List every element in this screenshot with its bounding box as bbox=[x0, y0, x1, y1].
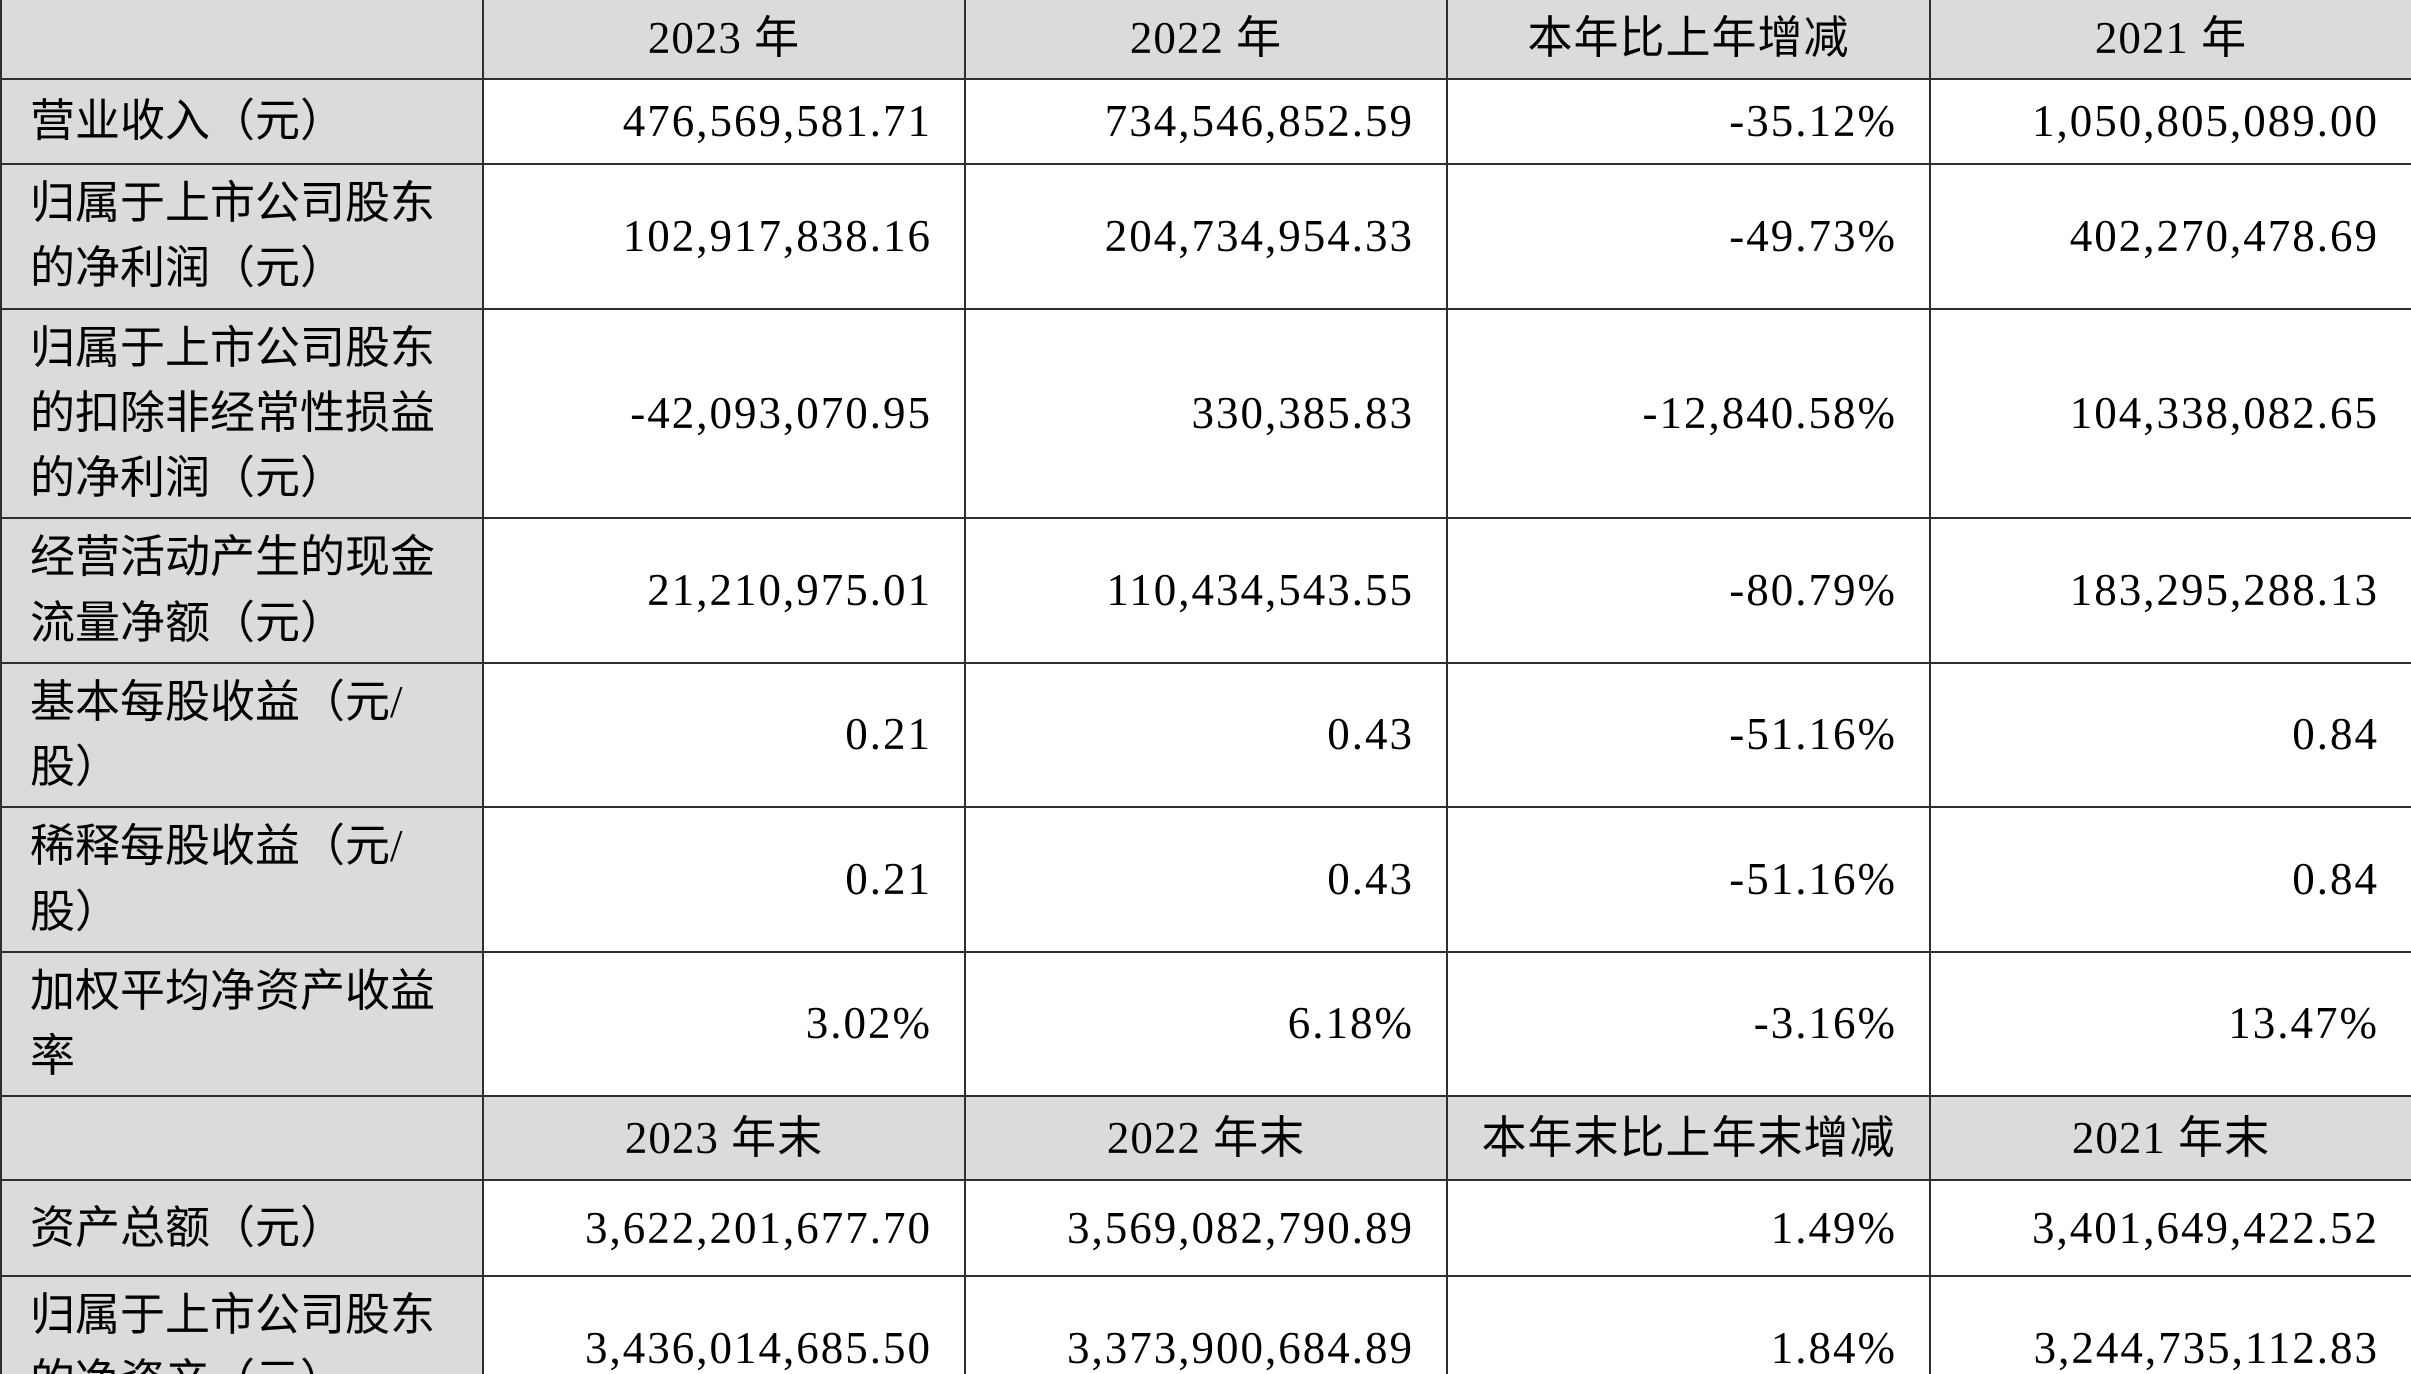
header-row-yearend: 2023 年末 2022 年末 本年末比上年末增减 2021 年末 bbox=[0, 1095, 2411, 1182]
header-yearend-label bbox=[0, 1095, 484, 1182]
net-profit-deducted-2021-value: 104,338,082.65 bbox=[1929, 307, 2411, 520]
basic-eps-2022-value: 0.43 bbox=[964, 661, 1448, 809]
operating-cash-flow-2021-value: 183,295,288.13 bbox=[1929, 517, 2411, 664]
diluted-eps-2023-value: 0.21 bbox=[482, 806, 966, 953]
header-yearend-change: 本年末比上年末增减 bbox=[1446, 1095, 1931, 1182]
header-annual-2021: 2021 年 bbox=[1929, 0, 2411, 80]
net-profit-deducted-label: 归属于上市公司股东的扣除非经常性损益的净利润（元） bbox=[0, 307, 484, 520]
revenue-2022-value: 734,546,852.59 bbox=[964, 78, 1448, 165]
weighted-avg-roe-change-value: -3.16% bbox=[1446, 950, 1931, 1098]
net-profit-attributable-2021-value: 402,270,478.69 bbox=[1929, 163, 2411, 310]
weighted-avg-roe-label: 加权平均净资产收益率 bbox=[0, 950, 484, 1098]
net-assets-attributable-2021-value: 3,244,735,112.83 bbox=[1929, 1275, 2411, 1374]
row-net-assets-attributable: 归属于上市公司股东的净资产（元） 3,436,014,685.50 3,373,… bbox=[0, 1275, 2411, 1374]
row-total-assets: 资产总额（元） 3,622,201,677.70 3,569,082,790.8… bbox=[0, 1179, 2411, 1278]
total-assets-change-value: 1.49% bbox=[1446, 1179, 1931, 1278]
net-profit-attributable-2022-value: 204,734,954.33 bbox=[964, 163, 1448, 310]
operating-cash-flow-change-value: -80.79% bbox=[1446, 517, 1931, 664]
net-profit-attributable-change-value: -49.73% bbox=[1446, 163, 1931, 310]
net-assets-attributable-2022-value: 3,373,900,684.89 bbox=[964, 1275, 1448, 1374]
revenue-label: 营业收入（元） bbox=[0, 78, 484, 165]
row-weighted-avg-roe: 加权平均净资产收益率 3.02% 6.18% -3.16% 13.47% bbox=[0, 950, 2411, 1098]
diluted-eps-change-value: -51.16% bbox=[1446, 806, 1931, 953]
basic-eps-2023-value: 0.21 bbox=[482, 661, 966, 809]
row-net-profit-deducted: 归属于上市公司股东的扣除非经常性损益的净利润（元） -42,093,070.95… bbox=[0, 307, 2411, 520]
row-revenue: 营业收入（元） 476,569,581.71 734,546,852.59 -3… bbox=[0, 78, 2411, 165]
net-profit-deducted-2022-value: 330,385.83 bbox=[964, 307, 1448, 520]
net-profit-attributable-2023-value: 102,917,838.16 bbox=[482, 163, 966, 310]
basic-eps-2021-value: 0.84 bbox=[1929, 661, 2411, 809]
header-row-annual: 2023 年 2022 年 本年比上年增减 2021 年 bbox=[0, 0, 2411, 80]
header-annual-2023: 2023 年 bbox=[482, 0, 966, 80]
net-assets-attributable-2023-value: 3,436,014,685.50 bbox=[482, 1275, 966, 1374]
weighted-avg-roe-2023-value: 3.02% bbox=[482, 950, 966, 1098]
diluted-eps-label: 稀释每股收益（元/股） bbox=[0, 806, 484, 953]
operating-cash-flow-label: 经营活动产生的现金流量净额（元） bbox=[0, 517, 484, 664]
header-yearend-2022: 2022 年末 bbox=[964, 1095, 1448, 1182]
weighted-avg-roe-2022-value: 6.18% bbox=[964, 950, 1448, 1098]
weighted-avg-roe-2021-value: 13.47% bbox=[1929, 950, 2411, 1098]
diluted-eps-2022-value: 0.43 bbox=[964, 806, 1448, 953]
operating-cash-flow-2023-value: 21,210,975.01 bbox=[482, 517, 966, 664]
header-annual-label bbox=[0, 0, 484, 80]
row-operating-cash-flow: 经营活动产生的现金流量净额（元） 21,210,975.01 110,434,5… bbox=[0, 517, 2411, 664]
revenue-change-value: -35.12% bbox=[1446, 78, 1931, 165]
revenue-2021-value: 1,050,805,089.00 bbox=[1929, 78, 2411, 165]
total-assets-label: 资产总额（元） bbox=[0, 1179, 484, 1278]
revenue-2023-value: 476,569,581.71 bbox=[482, 78, 966, 165]
row-net-profit-attributable: 归属于上市公司股东的净利润（元） 102,917,838.16 204,734,… bbox=[0, 163, 2411, 310]
total-assets-2023-value: 3,622,201,677.70 bbox=[482, 1179, 966, 1278]
total-assets-2021-value: 3,401,649,422.52 bbox=[1929, 1179, 2411, 1278]
net-profit-deducted-2023-value: -42,093,070.95 bbox=[482, 307, 966, 520]
total-assets-2022-value: 3,569,082,790.89 bbox=[964, 1179, 1448, 1278]
basic-eps-change-value: -51.16% bbox=[1446, 661, 1931, 809]
header-yearend-2023: 2023 年末 bbox=[482, 1095, 966, 1182]
diluted-eps-2021-value: 0.84 bbox=[1929, 806, 2411, 953]
net-assets-attributable-label: 归属于上市公司股东的净资产（元） bbox=[0, 1275, 484, 1374]
net-profit-attributable-label: 归属于上市公司股东的净利润（元） bbox=[0, 163, 484, 310]
net-assets-attributable-change-value: 1.84% bbox=[1446, 1275, 1931, 1374]
header-yearend-2021: 2021 年末 bbox=[1929, 1095, 2411, 1182]
header-annual-change: 本年比上年增减 bbox=[1446, 0, 1931, 80]
row-diluted-eps: 稀释每股收益（元/股） 0.21 0.43 -51.16% 0.84 bbox=[0, 806, 2411, 953]
basic-eps-label: 基本每股收益（元/股） bbox=[0, 661, 484, 809]
operating-cash-flow-2022-value: 110,434,543.55 bbox=[964, 517, 1448, 664]
header-annual-2022: 2022 年 bbox=[964, 0, 1448, 80]
net-profit-deducted-change-value: -12,840.58% bbox=[1446, 307, 1931, 520]
row-basic-eps: 基本每股收益（元/股） 0.21 0.43 -51.16% 0.84 bbox=[0, 661, 2411, 809]
